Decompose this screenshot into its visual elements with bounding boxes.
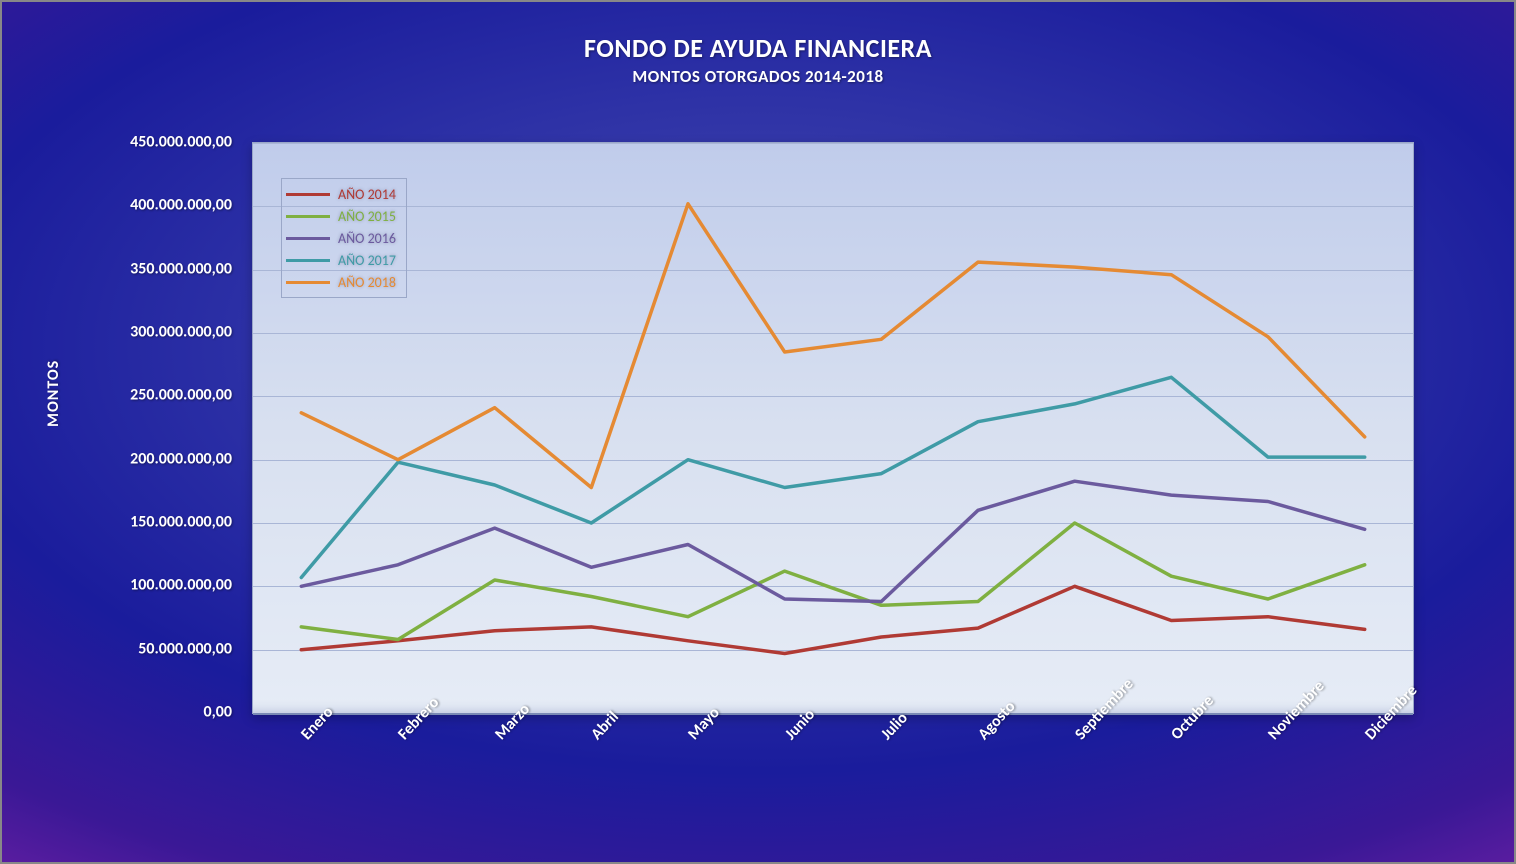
x-tick-label: Enero <box>300 728 314 741</box>
series-line <box>301 204 1364 488</box>
chart-container: FONDO DE AYUDA FINANCIERA MONTOS OTORGAD… <box>0 0 1516 864</box>
x-tick-label: Agosto <box>977 728 991 741</box>
y-tick-label: 0,00 <box>204 703 232 722</box>
y-axis-title: MONTOS <box>44 360 63 427</box>
y-axis-labels: 0,0050.000.000,00100.000.000,00150.000.0… <box>82 142 242 712</box>
plot-area: AÑO 2014AÑO 2015AÑO 2016AÑO 2017AÑO 2018 <box>252 142 1414 714</box>
y-tick-label: 200.000.000,00 <box>130 449 232 468</box>
y-tick-label: 250.000.000,00 <box>130 386 232 405</box>
x-tick-label: Julio <box>880 728 894 741</box>
x-tick-label: Noviembre <box>1267 728 1281 741</box>
x-tick-label: Octubre <box>1170 728 1184 741</box>
y-tick-label: 100.000.000,00 <box>130 576 232 595</box>
x-tick-label: Abril <box>590 728 604 741</box>
x-tick-label: Junio <box>784 728 798 741</box>
y-tick-label: 450.000.000,00 <box>130 133 232 152</box>
line-series-svg <box>253 143 1413 713</box>
x-tick-label: Febrero <box>397 728 411 741</box>
y-tick-label: 50.000.000,00 <box>138 639 232 658</box>
y-tick-label: 400.000.000,00 <box>130 196 232 215</box>
series-line <box>301 377 1364 577</box>
series-line <box>301 586 1364 653</box>
x-tick-label: Septiembre <box>1074 728 1088 741</box>
chart-title: FONDO DE AYUDA FINANCIERA <box>2 32 1514 64</box>
x-tick-label: Mayo <box>687 728 701 741</box>
x-tick-label: Diciembre <box>1364 728 1378 741</box>
y-tick-label: 300.000.000,00 <box>130 323 232 342</box>
x-tick-label: Marzo <box>494 728 508 741</box>
chart-title-block: FONDO DE AYUDA FINANCIERA MONTOS OTORGAD… <box>2 32 1514 87</box>
y-tick-label: 350.000.000,00 <box>130 259 232 278</box>
x-axis-labels: Enero Febrero Marzo Abril Mayo Junio Julio Agos… <box>252 722 1412 842</box>
y-tick-label: 150.000.000,00 <box>130 513 232 532</box>
chart-subtitle: MONTOS OTORGADOS 2014-2018 <box>2 66 1514 87</box>
